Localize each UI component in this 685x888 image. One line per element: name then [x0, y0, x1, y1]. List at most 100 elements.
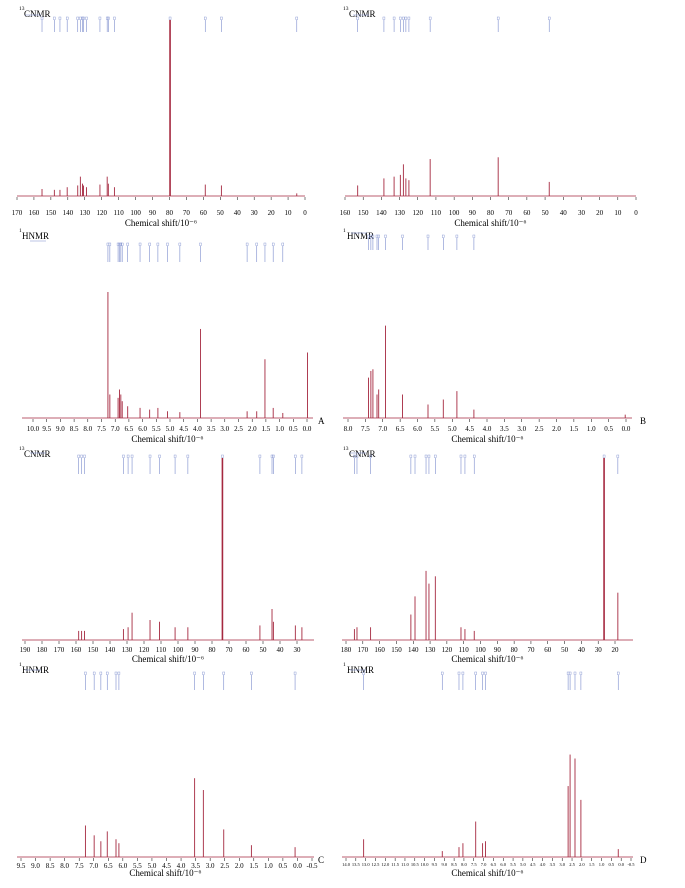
spectrum-title: CNMR: [349, 449, 376, 459]
tick-label: 70: [505, 209, 513, 217]
tick-label: 110: [156, 646, 167, 654]
tick-label: 6.5: [104, 862, 113, 870]
tick-label: 6.5: [125, 425, 134, 433]
tick-label: 8.0: [60, 862, 69, 870]
tick-label: 8.5: [451, 862, 457, 867]
tick-label: 10.0: [421, 862, 430, 867]
tick-label: 6.0: [118, 862, 127, 870]
tick-label: 5.0: [166, 425, 175, 433]
peak-annotations: [30, 240, 285, 262]
tick-label: 20: [268, 209, 276, 217]
tick-label: 5.0: [148, 862, 157, 870]
tick-label: 100: [449, 209, 460, 217]
spectrum-panel-A-h1: 1 HNMR 10.0 9.5 9.0 8.5 8.0 7.5 7.0 6.5 6.0 5.5 5.0 4…: [19, 228, 325, 444]
x-axis-label: Chemical shift/10⁻⁶: [125, 218, 197, 228]
tick-label: 1.0: [599, 862, 605, 867]
tick-label: 7.5: [75, 862, 84, 870]
tick-label: 2.5: [234, 425, 243, 433]
tick-label: 80: [511, 646, 519, 654]
peak-annotations: [25, 14, 298, 32]
x-axis-label: Chemical shift/10⁻⁶: [131, 434, 203, 444]
tick-label: 4.5: [179, 425, 188, 433]
tick-label: 130: [80, 209, 91, 217]
tick-label: 50: [217, 209, 225, 217]
tick-label: 5.5: [510, 862, 516, 867]
tick-label: 2.0: [248, 425, 257, 433]
tick-label: 50: [561, 646, 569, 654]
tick-label: 20: [612, 646, 620, 654]
tick-label: 10.5: [411, 862, 420, 867]
tick-label: 3.0: [220, 425, 229, 433]
tick-label: 130: [394, 209, 405, 217]
tick-label: 6.5: [491, 862, 497, 867]
tick-label: 5.5: [133, 862, 142, 870]
tick-label: 140: [63, 209, 74, 217]
tick-label: 150: [88, 646, 99, 654]
tick-label: 30: [578, 209, 586, 217]
tick-label: 5.0: [520, 862, 526, 867]
tick-label: 9.5: [17, 862, 26, 870]
tick-label: 6.0: [138, 425, 147, 433]
tick-label: 4.0: [177, 862, 186, 870]
tick-label: 4.5: [162, 862, 171, 870]
tick-label: 10: [285, 209, 293, 217]
tick-label: 3.5: [191, 862, 200, 870]
tick-label: 0.5: [279, 862, 288, 870]
tick-label: 70: [226, 646, 234, 654]
tick-label: 100: [130, 209, 141, 217]
tick-label: 150: [46, 209, 57, 217]
tick-label: 4.5: [530, 862, 536, 867]
tick-label: 12.5: [372, 862, 381, 867]
tick-label: 7.0: [481, 862, 487, 867]
tick-label: 4.0: [540, 862, 546, 867]
spectrum-panel-D-c13: 13 CNMR 180 170 160 150 140 130 120 110 100 90 80 70 6…: [341, 446, 633, 664]
tick-label: 110: [459, 646, 470, 654]
spectrum-title: HNMR: [347, 231, 374, 241]
tick-label: 4.0: [193, 425, 202, 433]
tick-label: 2.0: [235, 862, 244, 870]
tick-label: 4.0: [483, 425, 492, 433]
tick-label: 90: [149, 209, 157, 217]
tick-label: 50: [542, 209, 550, 217]
peak-annotations: [353, 14, 551, 32]
tick-label: 13.5: [352, 862, 361, 867]
tick-label: 50: [260, 646, 268, 654]
tick-label: 130: [122, 646, 133, 654]
tick-label: 9.0: [31, 862, 40, 870]
tick-label: 0.0: [293, 862, 302, 870]
spectrum-panel-B-h1: 1 HNMR 8.0 7.5 7.0 6.5 6.0 5.5 5.0 4.5 4.0 3.5 3.0 2.…: [343, 228, 646, 444]
tick-label: 100: [173, 646, 184, 654]
tick-label: 4.5: [465, 425, 474, 433]
tick-label: 90: [494, 646, 502, 654]
tick-label: 7.5: [361, 425, 370, 433]
tick-label: 3.0: [517, 425, 526, 433]
spectrum-title: CNMR: [24, 9, 51, 19]
tick-label: 180: [37, 646, 48, 654]
tick-label: 140: [376, 209, 387, 217]
tick-label: 3.0: [206, 862, 215, 870]
tick-label: 0.0: [303, 425, 312, 433]
tick-label: 6.0: [500, 862, 506, 867]
tick-label: 40: [277, 646, 285, 654]
tick-label: 190: [20, 646, 31, 654]
tick-label: 2.5: [535, 425, 544, 433]
tick-label: 120: [442, 646, 453, 654]
tick-label: 80: [166, 209, 174, 217]
tick-label: 60: [523, 209, 531, 217]
tick-label: 8.0: [83, 425, 92, 433]
tick-label: 90: [192, 646, 200, 654]
tick-label: 1.5: [249, 862, 258, 870]
tick-label: 8.5: [70, 425, 79, 433]
tick-label: 5.0: [448, 425, 457, 433]
tick-label: 1.0: [587, 425, 596, 433]
nucleus-superscript: 1: [19, 662, 22, 668]
tick-label: 1.0: [275, 425, 284, 433]
tick-label: 110: [114, 209, 125, 217]
tick-label: 140: [105, 646, 116, 654]
tick-label: 150: [391, 646, 402, 654]
tick-label: 6.0: [413, 425, 422, 433]
tick-label: 120: [413, 209, 424, 217]
